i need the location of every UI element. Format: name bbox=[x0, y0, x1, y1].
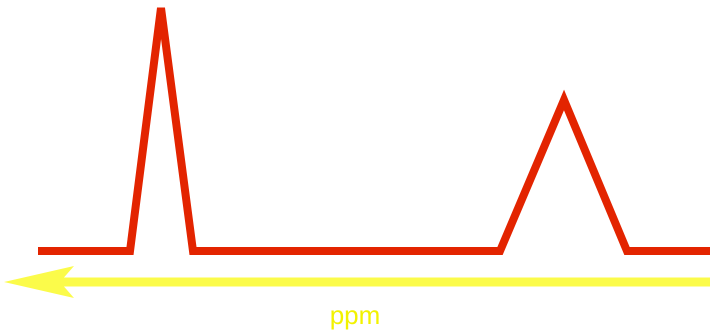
spectrum-line bbox=[38, 7, 710, 255]
left-arrow-icon bbox=[4, 266, 710, 298]
axis-arrow-head bbox=[4, 266, 74, 298]
axis-label: ppm bbox=[329, 300, 381, 330]
